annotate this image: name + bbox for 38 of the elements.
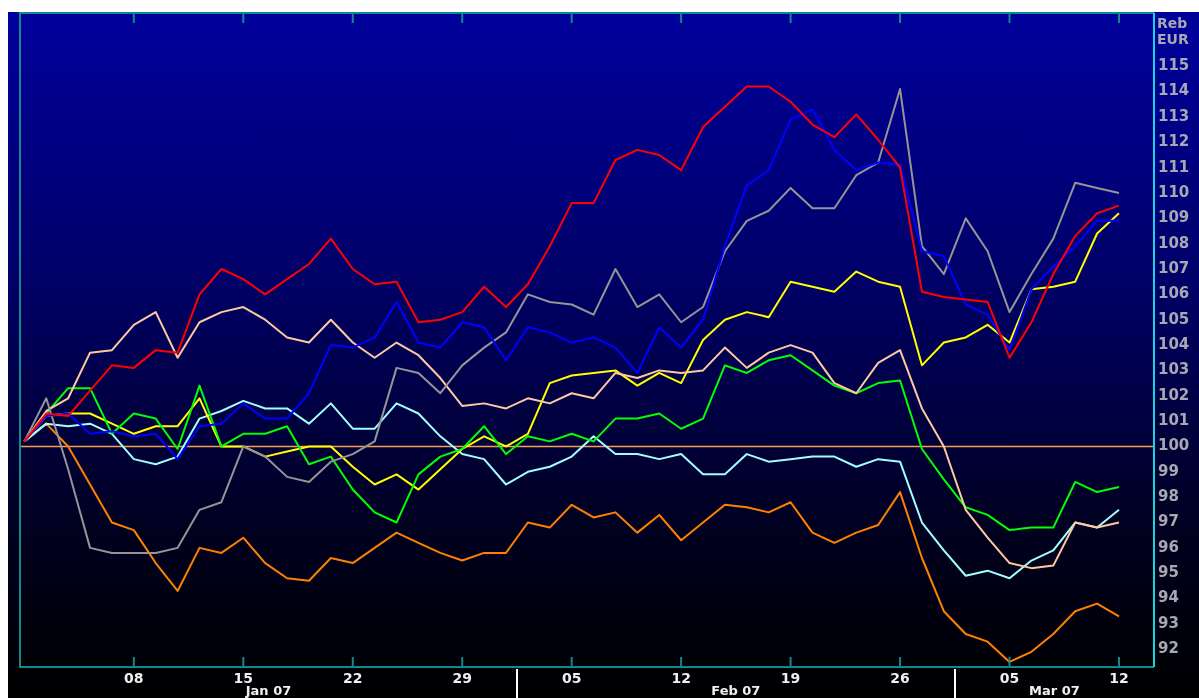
y-tick-label: 100 <box>1158 436 1190 455</box>
y-tick-label: 115 <box>1158 56 1190 75</box>
y-tick-label: 97 <box>1158 512 1179 531</box>
x-tick-label: 08 <box>124 669 144 686</box>
y-tick-label: 92 <box>1158 639 1179 658</box>
y-tick-label: 101 <box>1158 411 1190 430</box>
x-tick-label: 05 <box>561 669 582 686</box>
text: Mar 07 <box>1029 683 1080 698</box>
x-tick-label: 12 <box>1109 669 1129 686</box>
y-axis-title: Reb EUR <box>1157 14 1189 47</box>
y-tick-label: 113 <box>1158 106 1190 125</box>
y-tick-label: 106 <box>1158 284 1190 303</box>
y-tick-label: 110 <box>1158 182 1190 201</box>
y-tick-label: 112 <box>1158 132 1190 151</box>
y-tick-label: 114 <box>1158 81 1190 100</box>
text: Feb 07 <box>711 683 761 698</box>
y-tick-label: 107 <box>1158 258 1190 277</box>
x-tick-label: 05 <box>999 669 1020 686</box>
y-tick-label: 105 <box>1158 309 1190 328</box>
y-tick-label: 108 <box>1158 233 1190 252</box>
y-tick-label: 96 <box>1158 537 1179 556</box>
y-tick-label: 99 <box>1158 461 1179 480</box>
x-tick-label: 29 <box>452 669 472 686</box>
x-tick-label: 26 <box>890 669 910 686</box>
y-tick-label: 94 <box>1158 588 1179 607</box>
y-tick-label: 111 <box>1158 157 1190 176</box>
y-tick-label: 98 <box>1158 487 1179 506</box>
y-tick-label: 93 <box>1158 613 1179 632</box>
x-tick-label: 12 <box>671 669 691 686</box>
y-tick-label: 95 <box>1158 563 1179 582</box>
x-tick-label: 15 <box>233 669 254 686</box>
x-tick-label: 19 <box>780 669 801 686</box>
x-tick-label: 22 <box>343 669 363 686</box>
y-tick-label: 104 <box>1158 334 1190 353</box>
y-tick-label: 109 <box>1158 208 1190 227</box>
text: Jan 07 <box>244 683 292 698</box>
y-tick-label: 102 <box>1158 385 1190 404</box>
y-tick-label: 103 <box>1158 360 1190 379</box>
